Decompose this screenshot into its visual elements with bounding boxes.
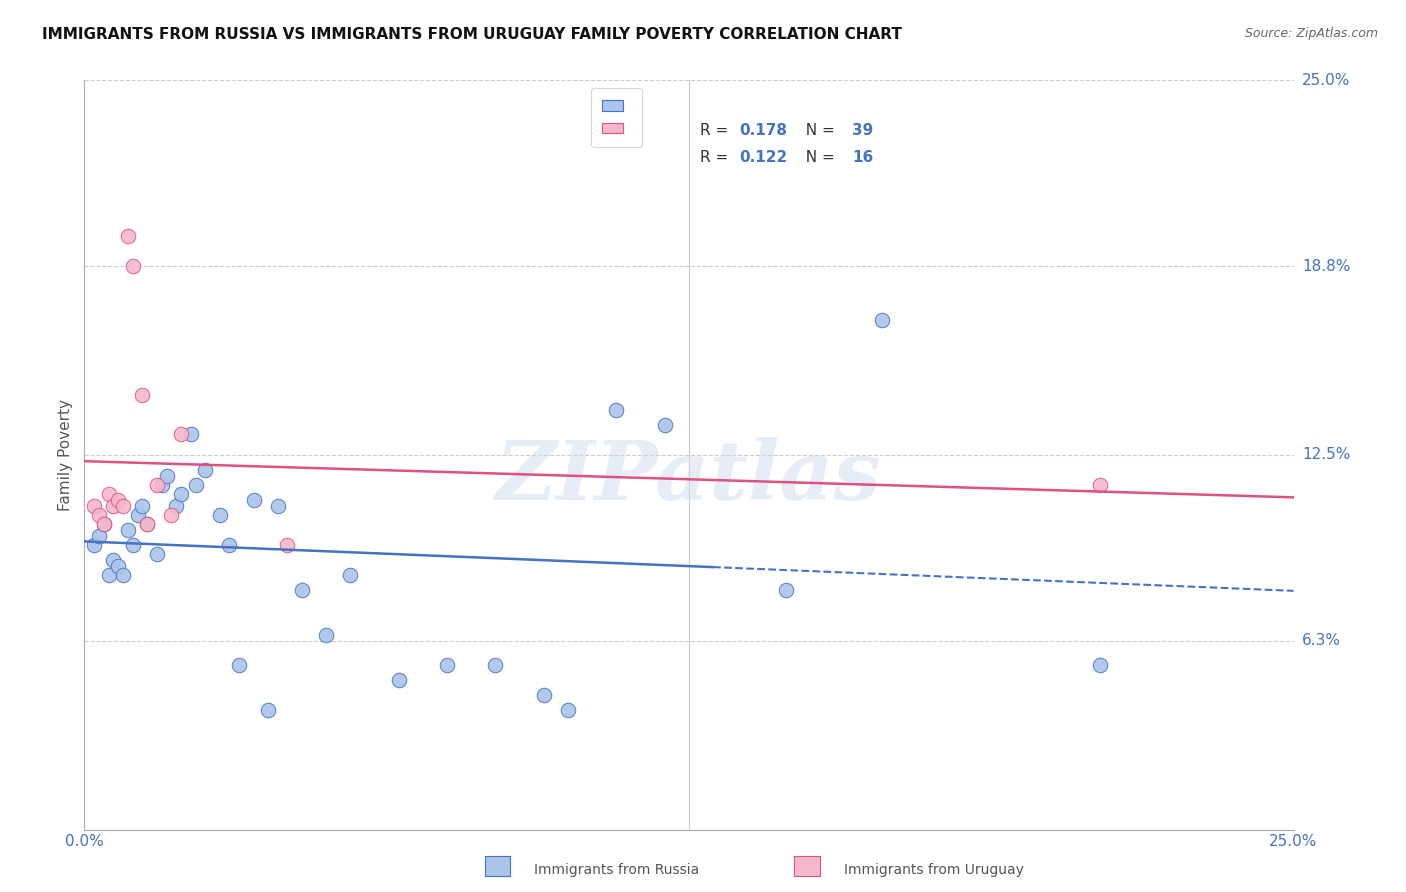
Point — [228, 657, 250, 672]
Point — [267, 499, 290, 513]
Point — [103, 499, 125, 513]
Point — [117, 229, 139, 244]
Point — [93, 516, 115, 531]
Point — [654, 417, 676, 432]
Point — [97, 487, 120, 501]
Text: N =: N = — [796, 150, 839, 165]
Point — [160, 508, 183, 522]
Point — [103, 553, 125, 567]
Point — [872, 313, 894, 327]
Point — [146, 547, 169, 561]
Point — [218, 538, 240, 552]
Point — [315, 628, 337, 642]
Text: 16: 16 — [852, 150, 873, 165]
Point — [257, 703, 280, 717]
Point — [484, 657, 506, 672]
Text: R =: R = — [700, 150, 734, 165]
Point — [112, 499, 135, 513]
Point — [533, 688, 555, 702]
Text: IMMIGRANTS FROM RUSSIA VS IMMIGRANTS FROM URUGUAY FAMILY POVERTY CORRELATION CHA: IMMIGRANTS FROM RUSSIA VS IMMIGRANTS FRO… — [42, 27, 903, 42]
Point — [1088, 657, 1111, 672]
Text: 0.178: 0.178 — [740, 123, 787, 138]
Point — [339, 567, 361, 582]
Point — [97, 567, 120, 582]
Text: Immigrants from Russia: Immigrants from Russia — [534, 863, 700, 877]
Text: R =: R = — [700, 123, 734, 138]
Point — [121, 259, 143, 273]
Point — [150, 478, 173, 492]
Text: 6.3%: 6.3% — [1302, 633, 1341, 648]
Point — [131, 499, 153, 513]
Point — [605, 403, 627, 417]
Point — [155, 469, 177, 483]
Text: ZIPatlas: ZIPatlas — [496, 437, 882, 517]
Text: 25.0%: 25.0% — [1302, 73, 1350, 87]
Point — [388, 673, 411, 687]
Point — [112, 567, 135, 582]
Point — [180, 426, 202, 441]
Point — [291, 582, 314, 597]
Point — [208, 508, 231, 522]
Point — [436, 657, 458, 672]
Point — [107, 492, 129, 507]
Point — [276, 538, 298, 552]
Point — [184, 478, 207, 492]
Text: 39: 39 — [852, 123, 873, 138]
Text: Immigrants from Uruguay: Immigrants from Uruguay — [844, 863, 1024, 877]
Legend: , : , — [591, 88, 641, 147]
Point — [117, 523, 139, 537]
Text: 12.5%: 12.5% — [1302, 448, 1350, 462]
Point — [93, 516, 115, 531]
Point — [170, 426, 193, 441]
Point — [83, 499, 105, 513]
Point — [170, 487, 193, 501]
Point — [87, 508, 110, 522]
Y-axis label: Family Poverty: Family Poverty — [58, 399, 73, 511]
Text: Source: ZipAtlas.com: Source: ZipAtlas.com — [1244, 27, 1378, 40]
Text: 18.8%: 18.8% — [1302, 259, 1350, 274]
Text: N =: N = — [796, 123, 839, 138]
Point — [83, 538, 105, 552]
Point — [131, 388, 153, 402]
Point — [127, 508, 149, 522]
Point — [136, 516, 159, 531]
Point — [557, 703, 579, 717]
Point — [121, 538, 143, 552]
Point — [1088, 478, 1111, 492]
Point — [136, 516, 159, 531]
Point — [87, 529, 110, 543]
Point — [775, 582, 797, 597]
Text: 0.122: 0.122 — [740, 150, 787, 165]
Point — [165, 499, 187, 513]
Point — [146, 478, 169, 492]
Point — [194, 463, 217, 477]
Point — [242, 492, 264, 507]
Point — [107, 558, 129, 573]
